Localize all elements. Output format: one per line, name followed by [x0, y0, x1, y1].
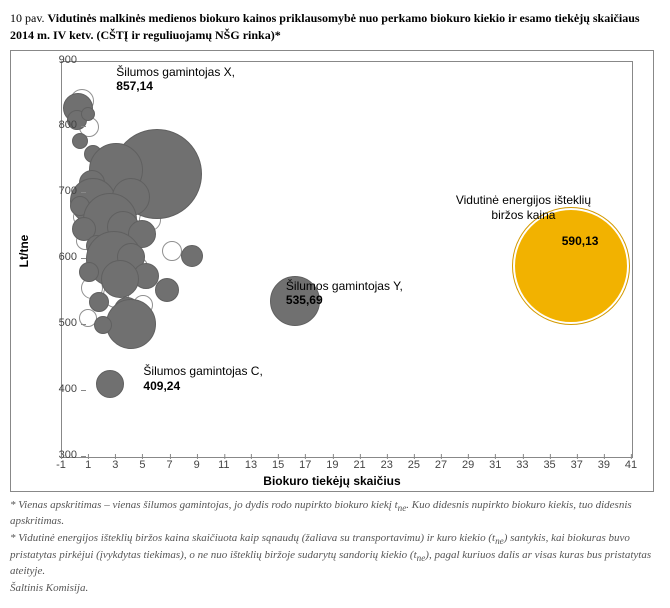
x-tick: 37 [571, 459, 583, 471]
bubble [79, 262, 99, 282]
bubble [162, 241, 182, 261]
y-axis-label: Lt/tne [17, 234, 31, 267]
figure-title: Vidutinės malkinės medienos biokuro kain… [10, 11, 640, 42]
x-tick: 13 [245, 459, 257, 471]
chart-container: Lt/tne Šilumos gamintojas X,857,14Šilumo… [10, 50, 654, 492]
bubble [106, 299, 156, 349]
footnote-2: * Vidutinė energijos išteklių biržos kai… [10, 531, 660, 579]
y-tick: 900 [37, 54, 77, 66]
x-tick: 31 [489, 459, 501, 471]
x-tick: 15 [272, 459, 284, 471]
y-tick: 400 [37, 383, 77, 395]
bubble [81, 107, 95, 121]
x-tick: 23 [381, 459, 393, 471]
x-tick: 29 [462, 459, 474, 471]
footnote-source: Šaltinis Komisija. [10, 581, 660, 596]
annotation-X: Šilumos gamintojas X,857,14 [116, 65, 235, 94]
bubble [155, 278, 179, 302]
bubble [101, 260, 139, 298]
x-tick: 11 [218, 459, 229, 471]
x-tick: 19 [326, 459, 338, 471]
x-tick: 9 [194, 459, 200, 471]
x-tick: 17 [299, 459, 311, 471]
bubble [72, 133, 88, 149]
annotation-C: Šilumos gamintojas C,409,24 [143, 364, 262, 393]
x-tick: -1 [56, 459, 66, 471]
x-tick: 27 [435, 459, 447, 471]
y-tick: 600 [37, 251, 77, 263]
footnotes: * Vienas apskritimas – vienas šilumos ga… [10, 498, 660, 596]
plot-area: Šilumos gamintojas X,857,14 Šilumos gamin… [61, 61, 633, 458]
figure-label: 10 pav. [10, 11, 45, 25]
x-tick: 3 [112, 459, 118, 471]
x-tick: 35 [543, 459, 555, 471]
y-tick: 800 [37, 119, 77, 131]
x-tick: 1 [85, 459, 91, 471]
annotation-ref: Vidutinė energijos išteklių biržos kaina… [448, 193, 598, 248]
x-axis-label: Biokuro tiekėjų skaičius [263, 474, 400, 488]
x-tick: 25 [408, 459, 420, 471]
x-tick: 7 [167, 459, 173, 471]
figure-caption: 10 pav. Vidutinės malkinės medienos biok… [10, 10, 660, 44]
y-tick: 500 [37, 317, 77, 329]
y-tick: 700 [37, 185, 77, 197]
x-tick: 5 [139, 459, 145, 471]
bubble [96, 370, 124, 398]
bubble [89, 292, 109, 312]
annotation-Y: Šilumos gamintojas Y,535,69 [286, 279, 403, 308]
x-tick: 39 [598, 459, 610, 471]
bubble [94, 316, 112, 334]
x-tick: 33 [516, 459, 528, 471]
bubble [181, 245, 203, 267]
x-tick: 41 [625, 459, 637, 471]
x-tick: 21 [353, 459, 365, 471]
footnote-1: * Vienas apskritimas – vienas šilumos ga… [10, 498, 660, 529]
